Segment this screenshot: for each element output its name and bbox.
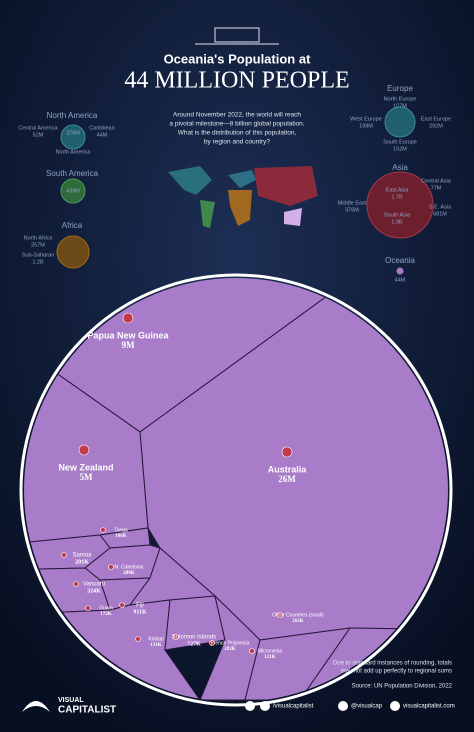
cell-name: Vanuatu — [83, 582, 105, 588]
region-value: 44M — [395, 277, 406, 283]
region-title: Europe — [387, 84, 413, 93]
brand: CAPITALIST — [58, 705, 116, 716]
flag — [73, 581, 79, 587]
cell-name: Samoa — [72, 553, 92, 559]
region-label: North America — [56, 149, 92, 155]
cell-value: 289K — [123, 571, 135, 576]
regions: North America Central America 52M Caribb… — [18, 84, 452, 283]
region-title: Oceania — [385, 256, 415, 265]
cell-name: Fiji — [136, 603, 144, 609]
region-title: South America — [46, 169, 99, 178]
region-title: Africa — [62, 221, 83, 230]
social[interactable]: /visualcapitalist — [273, 704, 314, 710]
region-title: North America — [47, 111, 98, 120]
region-value: 198M — [359, 123, 373, 129]
world-map — [168, 166, 318, 228]
region-label: South Europe — [383, 139, 417, 145]
cell-name: Kiribati — [148, 636, 163, 642]
cell-name: Solomon Islands — [172, 635, 216, 641]
cell-value: 911K — [133, 609, 147, 615]
title: Oceania's Population at — [164, 51, 312, 66]
cell-name: Australia — [268, 464, 308, 474]
flag — [61, 552, 67, 558]
region-label: South Asia — [384, 212, 411, 218]
flag — [135, 636, 141, 642]
chart-border — [19, 273, 453, 707]
region-value: 1.9B — [391, 219, 403, 225]
cell-value: 201K — [75, 559, 89, 565]
cell-value: 727K — [187, 641, 201, 647]
region-label: West Europe — [350, 116, 382, 122]
region-label: Middle East — [338, 200, 367, 206]
footer: Due to standard instances of rounding, t… — [22, 661, 455, 716]
cell-value: 283K — [224, 647, 236, 652]
note: may not add up perfectly to regional sum… — [341, 669, 452, 675]
region-title: Asia — [392, 163, 408, 172]
cell-name: N. Caledonia — [115, 564, 144, 570]
flag — [100, 527, 106, 533]
region-label: S.E. Asia — [429, 204, 452, 210]
region-value: 1.7B — [391, 194, 403, 200]
header: Oceania's Population at 44 MILLION PEOPL… — [124, 27, 350, 146]
region-label: Caribbean — [89, 125, 114, 131]
cell-name: Micronesia — [258, 648, 282, 654]
brand: VISUAL — [58, 697, 84, 704]
cell-value: 262K — [292, 619, 304, 624]
region-value: 152M — [393, 146, 407, 152]
intro: Around November 2022, the world will rea… — [173, 112, 301, 119]
region-value: 77M — [431, 185, 442, 191]
region-label: East Asia — [386, 187, 410, 193]
note: Due to standard instances of rounding, t… — [333, 661, 452, 667]
flag — [108, 564, 114, 570]
cell-name: New Zealand — [58, 462, 113, 472]
intro: by region and country? — [204, 139, 271, 146]
cell-value: 131K — [150, 643, 162, 648]
cell-value: 106K — [115, 534, 127, 539]
region-value: 257M — [31, 242, 45, 248]
region-label: East Europe — [421, 116, 451, 122]
region-label: Central America — [18, 125, 58, 131]
region-value: 44M — [97, 132, 108, 138]
cell-value: 26M — [278, 474, 296, 484]
region-value: 681M — [433, 211, 447, 217]
cell-name: Other Countries (small) — [272, 612, 324, 618]
cell-name: French Polynesia — [211, 640, 250, 646]
region-value: 376M — [345, 207, 359, 213]
flag — [122, 312, 134, 324]
region-label: Sub-Saharan — [22, 252, 54, 258]
flag — [173, 634, 179, 640]
cell-value: 324K — [87, 588, 101, 594]
flag — [119, 602, 125, 608]
region-value: 1.2B — [32, 259, 44, 265]
region-label: North Africa — [24, 235, 54, 241]
flag — [209, 640, 215, 646]
cell-value: 5M — [80, 472, 94, 482]
region-value: 439M — [66, 188, 80, 194]
region-value: 52M — [33, 132, 44, 138]
region-value: 376M — [66, 130, 80, 136]
social[interactable]: visualcapitalist.com — [403, 704, 455, 710]
flag — [78, 444, 90, 456]
flag — [277, 612, 283, 618]
cell-name: Papua New Guinea — [87, 330, 169, 340]
flag — [249, 648, 255, 654]
source: Source: UN Population Division, 2022 — [352, 684, 453, 690]
cell-value: 172K — [100, 612, 112, 617]
flag — [281, 446, 293, 458]
social[interactable]: @visualcap — [351, 704, 383, 710]
cell-value: 121K — [264, 655, 276, 660]
intro: What is the distribution of this populat… — [178, 130, 297, 137]
region-value: 107M — [393, 103, 407, 109]
flag — [85, 605, 91, 611]
region-label: Central Asia — [421, 178, 452, 184]
region-value: 292M — [429, 123, 443, 129]
intro: a pivotal milestone—8 billion global pop… — [169, 121, 304, 128]
cell-value: 9M — [122, 340, 136, 350]
headline: 44 MILLION PEOPLE — [124, 68, 349, 94]
cell-name: Tonga — [114, 527, 128, 533]
region-label: North Europe — [384, 96, 417, 102]
cell-name: Guam — [99, 605, 113, 611]
